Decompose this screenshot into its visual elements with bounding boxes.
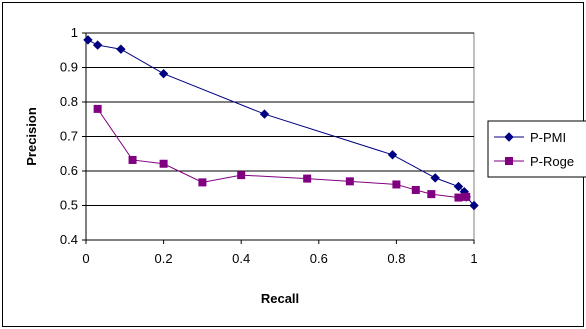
data-point-p-roge — [198, 178, 207, 187]
x-tick-label: 1 — [470, 251, 477, 266]
axes: 0.4 0.5 0.6 0.7 0.8 0.9 1 0 0.2 0.4 0.6 0.8 1 — [60, 25, 478, 266]
data-point-p-roge — [345, 177, 354, 186]
x-tick-label: 0 — [82, 251, 89, 266]
y-tick-label: 0.9 — [60, 60, 78, 75]
legend-item-p-roge: P-Roge — [494, 154, 574, 169]
series-layer — [83, 35, 479, 211]
data-point-p-pmi — [116, 44, 126, 54]
data-point-p-pmi — [453, 181, 464, 192]
legend-label-p-roge: P-Roge — [530, 154, 574, 169]
x-axis-title: Recall — [261, 291, 299, 306]
y-tick-label: 0.6 — [60, 163, 78, 178]
data-point-p-roge — [411, 185, 420, 194]
x-tick-label: 0.6 — [310, 251, 328, 266]
legend-marker — [505, 157, 513, 165]
y-tick-label: 1 — [71, 25, 78, 40]
x-tick-label: 0.8 — [387, 251, 405, 266]
data-point-p-roge — [303, 174, 312, 183]
y-tick-label: 0.4 — [60, 232, 78, 247]
legend-item-p-pmi: P-PMI — [494, 130, 566, 145]
x-tick-label: 0.4 — [232, 251, 250, 266]
data-point-p-roge — [159, 159, 168, 168]
legend-box — [487, 120, 586, 178]
data-point-p-pmi — [469, 200, 479, 211]
data-point-p-pmi — [387, 150, 398, 160]
series-p-roge — [93, 104, 471, 202]
y-tick-label: 0.7 — [60, 129, 78, 144]
x-tick-label: 0.2 — [155, 251, 173, 266]
y-tick-label: 0.5 — [60, 198, 78, 213]
data-point-p-pmi — [158, 69, 169, 79]
data-point-p-roge — [392, 180, 401, 189]
data-point-p-pmi — [259, 109, 270, 119]
y-tick-label: 0.8 — [60, 94, 78, 109]
data-point-p-roge — [454, 193, 463, 202]
data-point-p-roge — [93, 104, 102, 113]
data-point-p-pmi — [430, 173, 440, 183]
plot-area — [85, 32, 475, 241]
legend-label-p-pmi: P-PMI — [530, 130, 566, 145]
data-point-p-roge — [237, 171, 246, 180]
data-point-p-roge — [427, 190, 436, 199]
data-point-p-pmi — [83, 35, 93, 45]
series-line-p-roge — [97, 108, 467, 199]
data-point-p-roge — [128, 155, 137, 164]
legend-marker — [504, 132, 514, 142]
legend: P-PMI P-Roge — [487, 120, 586, 178]
y-axis-title: Precision — [24, 107, 39, 166]
data-point-p-roge — [462, 192, 471, 201]
data-point-p-pmi — [92, 40, 103, 50]
